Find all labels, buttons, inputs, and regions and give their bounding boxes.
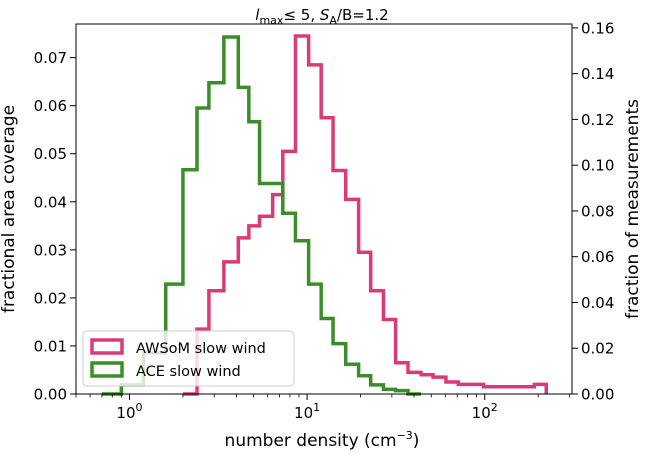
y-right-tick-label: 0.08 bbox=[581, 202, 614, 220]
y-left-tick-label: 0.02 bbox=[34, 289, 67, 307]
legend-swatch-awsom bbox=[90, 338, 124, 355]
y-right-tick-label: 0.16 bbox=[581, 19, 614, 37]
series-layer bbox=[101, 34, 548, 396]
x-tick-label: 101 bbox=[294, 401, 320, 422]
legend: AWSoM slow wind ACE slow wind bbox=[82, 330, 295, 387]
y-right-tick-label: 0.02 bbox=[581, 340, 614, 358]
y-right-tick-label: 0.14 bbox=[581, 65, 614, 83]
y-right-tick-label: 0.12 bbox=[581, 111, 614, 129]
x-tick-label: 102 bbox=[472, 401, 498, 422]
x-tick-label: 100 bbox=[116, 401, 142, 422]
series-ace-slow-wind bbox=[101, 35, 422, 396]
y-axis-right: 0.00 0.02 0.04 0.06 0.08 0.10 0.12 0.14 0.16 bbox=[572, 19, 614, 404]
y-left-tick-label: 0.00 bbox=[34, 386, 67, 404]
y-right-tick-label: 0.06 bbox=[581, 248, 614, 266]
series-awsom-slow-wind bbox=[182, 34, 548, 396]
legend-label-awsom: AWSoM slow wind bbox=[136, 341, 266, 357]
chart-title: lmax≤ 5, SA/B=1.2 bbox=[255, 6, 388, 27]
y-axis-left-label: fractional area coverage bbox=[0, 105, 19, 313]
y-left-tick-label: 0.05 bbox=[34, 145, 67, 163]
y-right-tick-label: 0.00 bbox=[581, 386, 614, 404]
y-left-tick-label: 0.07 bbox=[34, 49, 67, 67]
x-axis-label: number density (cm−3) bbox=[225, 429, 420, 451]
plot-frame bbox=[75, 23, 573, 395]
y-left-tick-label: 0.01 bbox=[34, 337, 67, 355]
y-right-tick-label: 0.04 bbox=[581, 294, 614, 312]
y-left-tick-label: 0.03 bbox=[34, 241, 67, 259]
y-left-tick-label: 0.06 bbox=[34, 97, 67, 115]
y-axis-right-label: fraction of measurements bbox=[623, 99, 643, 319]
y-left-tick-label: 0.04 bbox=[34, 193, 67, 211]
x-axis: 100 101 102 bbox=[75, 394, 570, 422]
y-right-tick-label: 0.10 bbox=[581, 157, 614, 175]
y-axis-left: 0.00 0.01 0.02 0.03 0.04 0.05 0.06 0.07 bbox=[34, 49, 76, 404]
legend-box bbox=[82, 330, 295, 387]
legend-swatch-ace bbox=[90, 361, 124, 378]
legend-label-ace: ACE slow wind bbox=[136, 364, 241, 380]
